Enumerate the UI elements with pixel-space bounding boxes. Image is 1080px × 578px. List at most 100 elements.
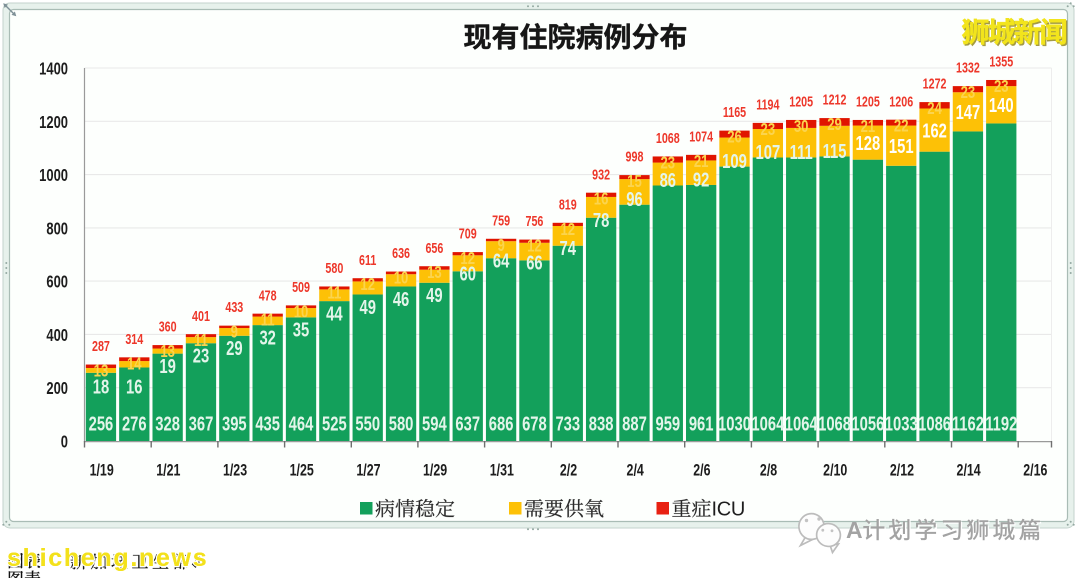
svg-text:23: 23 bbox=[961, 83, 976, 102]
svg-text:128: 128 bbox=[856, 132, 881, 155]
svg-text:1206: 1206 bbox=[889, 93, 913, 110]
svg-text:74: 74 bbox=[560, 237, 577, 260]
svg-text:15: 15 bbox=[627, 172, 642, 191]
svg-text:1068: 1068 bbox=[818, 412, 851, 435]
svg-text:86: 86 bbox=[660, 169, 677, 192]
svg-text:115: 115 bbox=[823, 140, 847, 163]
svg-text:shicheng.news: shicheng.news bbox=[7, 544, 208, 572]
svg-text:14: 14 bbox=[127, 354, 142, 373]
svg-text:525: 525 bbox=[322, 412, 347, 435]
svg-text:1212: 1212 bbox=[823, 91, 847, 108]
svg-text:23: 23 bbox=[193, 344, 210, 367]
svg-text:9: 9 bbox=[231, 323, 239, 342]
svg-text:1/27: 1/27 bbox=[356, 462, 380, 480]
svg-text:1064: 1064 bbox=[785, 412, 818, 435]
svg-text:2/16: 2/16 bbox=[1023, 462, 1047, 480]
svg-text:10: 10 bbox=[394, 269, 409, 288]
svg-text:13: 13 bbox=[94, 362, 109, 381]
svg-text:550: 550 bbox=[355, 412, 380, 435]
svg-text:887: 887 bbox=[622, 412, 647, 435]
svg-text:1/25: 1/25 bbox=[290, 462, 314, 480]
svg-text:256: 256 bbox=[89, 412, 114, 435]
svg-text:49: 49 bbox=[426, 284, 443, 307]
svg-text:1086: 1086 bbox=[918, 412, 951, 435]
svg-text:636: 636 bbox=[392, 245, 410, 262]
svg-text:1033: 1033 bbox=[885, 412, 918, 435]
svg-text:2/14: 2/14 bbox=[957, 462, 982, 480]
svg-text:433: 433 bbox=[225, 299, 243, 316]
svg-text:611: 611 bbox=[359, 251, 376, 268]
svg-text:478: 478 bbox=[259, 287, 277, 304]
svg-text:1064: 1064 bbox=[751, 412, 784, 435]
svg-text:162: 162 bbox=[922, 119, 947, 142]
svg-text:19: 19 bbox=[159, 355, 176, 378]
svg-text:709: 709 bbox=[459, 225, 477, 242]
svg-text:1/19: 1/19 bbox=[90, 462, 114, 480]
svg-text:656: 656 bbox=[425, 239, 443, 256]
svg-text:64: 64 bbox=[493, 249, 510, 272]
svg-text:78: 78 bbox=[593, 209, 610, 232]
svg-text:1192: 1192 bbox=[985, 412, 1017, 435]
svg-text:16: 16 bbox=[126, 375, 143, 398]
svg-text:23: 23 bbox=[661, 154, 676, 173]
svg-text:600: 600 bbox=[46, 273, 68, 293]
svg-text:30: 30 bbox=[794, 117, 809, 136]
svg-text:16: 16 bbox=[594, 190, 609, 209]
svg-text:998: 998 bbox=[626, 148, 644, 165]
svg-text:140: 140 bbox=[989, 94, 1014, 117]
svg-text:11: 11 bbox=[327, 284, 341, 303]
svg-text:2/12: 2/12 bbox=[890, 462, 914, 480]
svg-text:1/21: 1/21 bbox=[156, 462, 180, 480]
svg-text:395: 395 bbox=[222, 412, 247, 435]
svg-text:107: 107 bbox=[756, 141, 781, 164]
svg-text:1162: 1162 bbox=[952, 412, 984, 435]
svg-text:637: 637 bbox=[455, 412, 480, 435]
svg-text:shicheng.news: shicheng.news bbox=[7, 544, 208, 572]
svg-text:151: 151 bbox=[889, 135, 914, 158]
svg-text:44: 44 bbox=[326, 302, 343, 325]
svg-text:23: 23 bbox=[761, 120, 776, 139]
svg-text:733: 733 bbox=[555, 412, 580, 435]
svg-text:49: 49 bbox=[359, 296, 376, 319]
svg-text:200: 200 bbox=[46, 379, 68, 399]
svg-text:21: 21 bbox=[694, 152, 709, 171]
svg-text:314: 314 bbox=[125, 330, 144, 347]
svg-text:32: 32 bbox=[259, 326, 276, 349]
svg-text:10: 10 bbox=[294, 303, 309, 322]
svg-text:400: 400 bbox=[46, 326, 68, 346]
svg-text:287: 287 bbox=[92, 337, 110, 354]
svg-text:2/6: 2/6 bbox=[693, 462, 710, 480]
svg-text:1205: 1205 bbox=[789, 93, 813, 110]
svg-text:66: 66 bbox=[526, 251, 543, 274]
svg-text:11: 11 bbox=[261, 311, 275, 330]
svg-text:1/23: 1/23 bbox=[223, 462, 247, 480]
svg-text:435: 435 bbox=[255, 412, 280, 435]
svg-text:12: 12 bbox=[527, 237, 542, 256]
svg-text:23: 23 bbox=[994, 77, 1009, 96]
svg-text:26: 26 bbox=[727, 128, 742, 147]
svg-text:759: 759 bbox=[492, 212, 510, 229]
svg-text:1332: 1332 bbox=[956, 59, 980, 76]
svg-text:1/31: 1/31 bbox=[490, 462, 514, 480]
svg-text:1165: 1165 bbox=[723, 104, 746, 121]
svg-text:1400: 1400 bbox=[39, 60, 68, 80]
svg-text:24: 24 bbox=[927, 99, 942, 118]
svg-text:0: 0 bbox=[61, 433, 68, 453]
svg-text:509: 509 bbox=[292, 278, 310, 295]
svg-text:2/8: 2/8 bbox=[760, 462, 777, 480]
svg-text:96: 96 bbox=[626, 188, 643, 211]
svg-text:1030: 1030 bbox=[718, 412, 751, 435]
svg-text:12: 12 bbox=[560, 220, 575, 239]
svg-text:678: 678 bbox=[522, 412, 547, 435]
svg-text:1355: 1355 bbox=[989, 53, 1013, 70]
svg-text:13: 13 bbox=[160, 342, 175, 361]
svg-text:13: 13 bbox=[427, 263, 442, 282]
svg-text:29: 29 bbox=[226, 337, 243, 360]
svg-text:1205: 1205 bbox=[856, 93, 880, 110]
svg-text:276: 276 bbox=[122, 412, 147, 435]
svg-text::: : bbox=[41, 552, 46, 569]
svg-text:35: 35 bbox=[293, 318, 310, 341]
svg-text:819: 819 bbox=[559, 196, 577, 213]
svg-text:1/29: 1/29 bbox=[423, 462, 447, 480]
svg-text:932: 932 bbox=[592, 166, 610, 183]
